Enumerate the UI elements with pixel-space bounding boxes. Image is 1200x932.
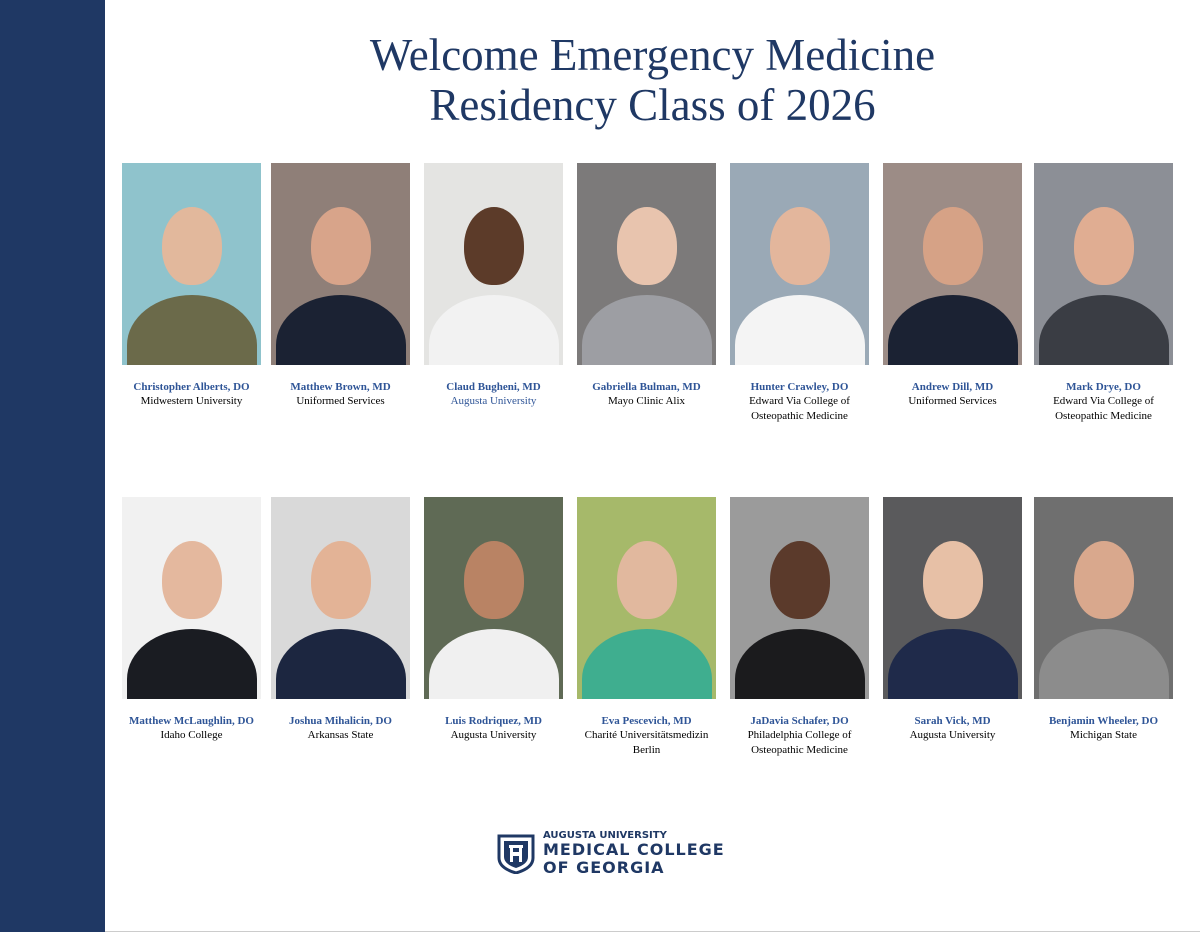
resident-photo — [1034, 163, 1173, 365]
resident-card: Joshua Mihalicin, DO Arkansas State — [266, 497, 416, 743]
resident-card: Hunter Crawley, DO Edward Via College of O… — [725, 163, 875, 424]
resident-name: Matthew McLaughlin, DO — [129, 715, 254, 727]
resident-photo — [730, 497, 869, 699]
resident-school: Osteopathic Medicine — [751, 744, 848, 756]
photo-head-shape — [769, 207, 830, 286]
resident-school: Michigan State — [1070, 729, 1137, 741]
resident-name: Luis Rodriquez, MD — [445, 715, 542, 727]
resident-photo — [730, 163, 869, 365]
mcg-logo: AUGUSTA UNIVERSITY MEDICAL COLLEGE OF GE… — [497, 830, 725, 877]
resident-card: JaDavia Schafer, DO Philadelphia College … — [725, 497, 875, 758]
resident-school: Uniformed Services — [296, 395, 385, 407]
resident-school: Augusta University — [450, 729, 537, 741]
resident-name: Benjamin Wheeler, DO — [1048, 715, 1159, 727]
resident-card: Sarah Vick, MD Augusta University — [878, 497, 1028, 743]
resident-photo — [424, 497, 563, 699]
resident-name: Hunter Crawley, DO — [750, 381, 849, 393]
photo-head-shape — [310, 207, 371, 286]
photo-head-shape — [1073, 541, 1134, 620]
resident-card: Gabriella Bulman, MD Mayo Clinic Alix — [572, 163, 722, 409]
shield-icon — [497, 834, 535, 874]
resident-school: Philadelphia College of — [747, 729, 852, 741]
photo-head-shape — [310, 541, 371, 620]
photo-head-shape — [922, 207, 983, 286]
resident-card: Matthew McLaughlin, DO Idaho College — [117, 497, 267, 743]
title-line-2: Residency Class of 2026 — [429, 80, 876, 130]
logo-state: OF GEORGIA — [543, 858, 665, 877]
photo-head-shape — [769, 541, 830, 620]
resident-card: Matthew Brown, MD Uniformed Services — [266, 163, 416, 409]
resident-photo — [577, 497, 716, 699]
resident-school: Midwestern University — [140, 395, 243, 407]
resident-school: Uniformed Services — [908, 395, 997, 407]
photo-body-shape — [734, 629, 865, 699]
resident-school: Augusta University — [909, 729, 996, 741]
resident-school: Edward Via College of — [749, 395, 850, 407]
resident-photo — [883, 163, 1022, 365]
resident-name: Mark Drye, DO — [1066, 381, 1141, 393]
photo-body-shape — [126, 295, 257, 365]
resident-name: Gabriella Bulman, MD — [592, 381, 701, 393]
resident-photo — [883, 497, 1022, 699]
resident-card: Mark Drye, DO Edward Via College of Osteop… — [1029, 163, 1179, 424]
logo-college: MEDICAL COLLEGE — [543, 840, 725, 859]
photo-body-shape — [275, 629, 406, 699]
resident-card: Claud Bugheni, MD Augusta University — [419, 163, 569, 409]
resident-name: Christopher Alberts, DO — [133, 381, 250, 393]
resident-photo — [122, 497, 261, 699]
resident-name: Claud Bugheni, MD — [446, 381, 541, 393]
resident-card: Eva Pescevich, MD Charité Universitätsmed… — [572, 497, 722, 758]
photo-head-shape — [161, 541, 222, 620]
photo-head-shape — [616, 207, 677, 286]
logo-university: AUGUSTA UNIVERSITY — [543, 830, 667, 841]
resident-name: Andrew Dill, MD — [911, 381, 994, 393]
resident-photo — [122, 163, 261, 365]
resident-name: Matthew Brown, MD — [290, 381, 391, 393]
resident-name: Sarah Vick, MD — [914, 715, 991, 727]
photo-body-shape — [1038, 629, 1169, 699]
photo-head-shape — [1073, 207, 1134, 286]
resident-school: Augusta University — [450, 395, 537, 407]
photo-body-shape — [428, 629, 559, 699]
photo-body-shape — [1038, 295, 1169, 365]
photo-body-shape — [428, 295, 559, 365]
resident-school: Osteopathic Medicine — [751, 410, 848, 422]
resident-photo — [1034, 497, 1173, 699]
resident-school: Berlin — [632, 744, 661, 756]
photo-head-shape — [922, 541, 983, 620]
photo-head-shape — [463, 541, 524, 620]
page-title: Welcome Emergency Medicine Residency Cla… — [105, 30, 1200, 130]
sidebar-band — [0, 0, 105, 932]
resident-school: Idaho College — [160, 729, 223, 741]
resident-card: Andrew Dill, MD Uniformed Services — [878, 163, 1028, 409]
resident-photo — [577, 163, 716, 365]
resident-card: Christopher Alberts, DO Midwestern Univer… — [117, 163, 267, 409]
resident-school: Edward Via College of — [1053, 395, 1154, 407]
photo-body-shape — [887, 629, 1018, 699]
photo-body-shape — [581, 629, 712, 699]
photo-head-shape — [161, 207, 222, 286]
photo-body-shape — [887, 295, 1018, 365]
resident-name: JaDavia Schafer, DO — [750, 715, 849, 727]
resident-name: Joshua Mihalicin, DO — [289, 715, 392, 727]
photo-head-shape — [463, 207, 524, 286]
resident-school: Arkansas State — [307, 729, 374, 741]
resident-name: Eva Pescevich, MD — [601, 715, 692, 727]
resident-card: Benjamin Wheeler, DO Michigan State — [1029, 497, 1179, 743]
resident-photo — [271, 163, 410, 365]
resident-school: Osteopathic Medicine — [1055, 410, 1152, 422]
photo-body-shape — [275, 295, 406, 365]
photo-head-shape — [616, 541, 677, 620]
resident-photo — [424, 163, 563, 365]
resident-photo — [271, 497, 410, 699]
resident-school: Mayo Clinic Alix — [608, 395, 685, 407]
title-line-1: Welcome Emergency Medicine — [369, 30, 936, 80]
photo-body-shape — [734, 295, 865, 365]
resident-card: Luis Rodriquez, MD Augusta University — [419, 497, 569, 743]
resident-school: Charité Universitätsmedizin — [584, 729, 709, 741]
photo-body-shape — [126, 629, 257, 699]
photo-body-shape — [581, 295, 712, 365]
